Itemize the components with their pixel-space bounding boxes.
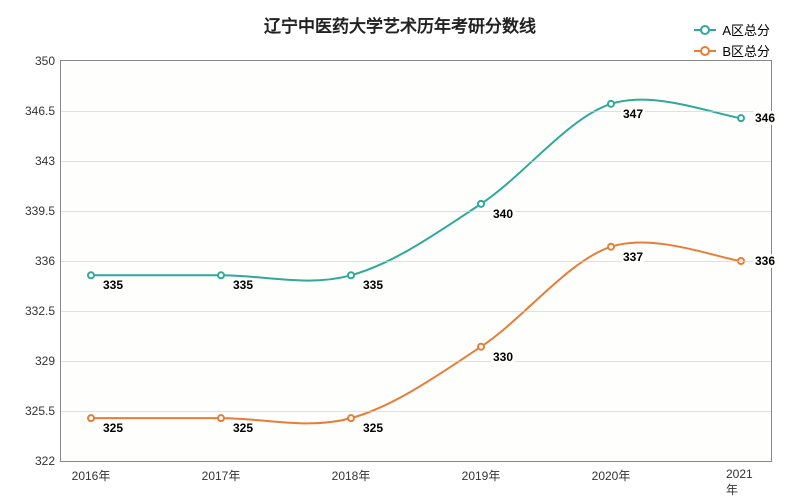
data-marker <box>348 415 354 421</box>
x-axis-label: 2016年 <box>72 467 111 484</box>
data-label: 340 <box>491 207 515 221</box>
series-line <box>91 242 741 423</box>
y-axis-label: 332.5 <box>25 304 55 318</box>
data-label: 347 <box>621 107 645 121</box>
plot-area: 322325.5329332.5336339.5343346.53502016年… <box>60 60 772 462</box>
y-axis-label: 339.5 <box>25 204 55 218</box>
legend-label: B区总分 <box>722 41 770 60</box>
y-axis-label: 350 <box>35 54 55 68</box>
x-axis-label: 2017年 <box>202 467 241 484</box>
x-axis-label: 2019年 <box>462 467 501 484</box>
chart-title: 辽宁中医药大学艺术历年考研分数线 <box>0 12 800 37</box>
gridline <box>61 361 771 362</box>
y-axis-label: 346.5 <box>25 104 55 118</box>
gridline <box>61 411 771 412</box>
legend-marker-icon <box>700 25 710 35</box>
gridline <box>61 211 771 212</box>
legend-swatch <box>694 29 716 31</box>
y-axis-label: 325.5 <box>25 404 55 418</box>
y-axis-label: 343 <box>35 154 55 168</box>
data-label: 335 <box>231 278 255 292</box>
data-label: 330 <box>491 350 515 364</box>
legend-item: A区总分 <box>694 20 770 39</box>
legend-marker-icon <box>700 46 710 56</box>
gridline <box>61 161 771 162</box>
x-axis-label: 2021年 <box>726 467 756 498</box>
data-label: 336 <box>753 254 777 268</box>
data-label: 346 <box>753 111 777 125</box>
legend-swatch <box>694 50 716 52</box>
x-axis-label: 2020年 <box>592 467 631 484</box>
data-marker <box>478 201 484 207</box>
data-marker <box>478 344 484 350</box>
data-label: 335 <box>101 278 125 292</box>
y-axis-label: 336 <box>35 254 55 268</box>
data-marker <box>348 272 354 278</box>
gridline <box>61 111 771 112</box>
y-axis-label: 329 <box>35 354 55 368</box>
data-label: 337 <box>621 250 645 264</box>
chart-container: 辽宁中医药大学艺术历年考研分数线 A区总分B区总分 322325.5329332… <box>0 0 800 500</box>
data-marker <box>88 272 94 278</box>
gridline <box>61 261 771 262</box>
x-axis-label: 2018年 <box>332 467 371 484</box>
legend-label: A区总分 <box>722 20 770 39</box>
data-label: 325 <box>101 421 125 435</box>
data-marker <box>218 415 224 421</box>
data-marker <box>88 415 94 421</box>
data-marker <box>218 272 224 278</box>
data-marker <box>738 115 744 121</box>
data-label: 335 <box>361 278 385 292</box>
data-marker <box>608 244 614 250</box>
data-label: 325 <box>361 421 385 435</box>
gridline <box>61 311 771 312</box>
data-label: 325 <box>231 421 255 435</box>
data-marker <box>608 101 614 107</box>
y-axis-label: 322 <box>35 454 55 468</box>
legend-item: B区总分 <box>694 41 770 60</box>
legend: A区总分 B区总分 <box>694 20 770 62</box>
